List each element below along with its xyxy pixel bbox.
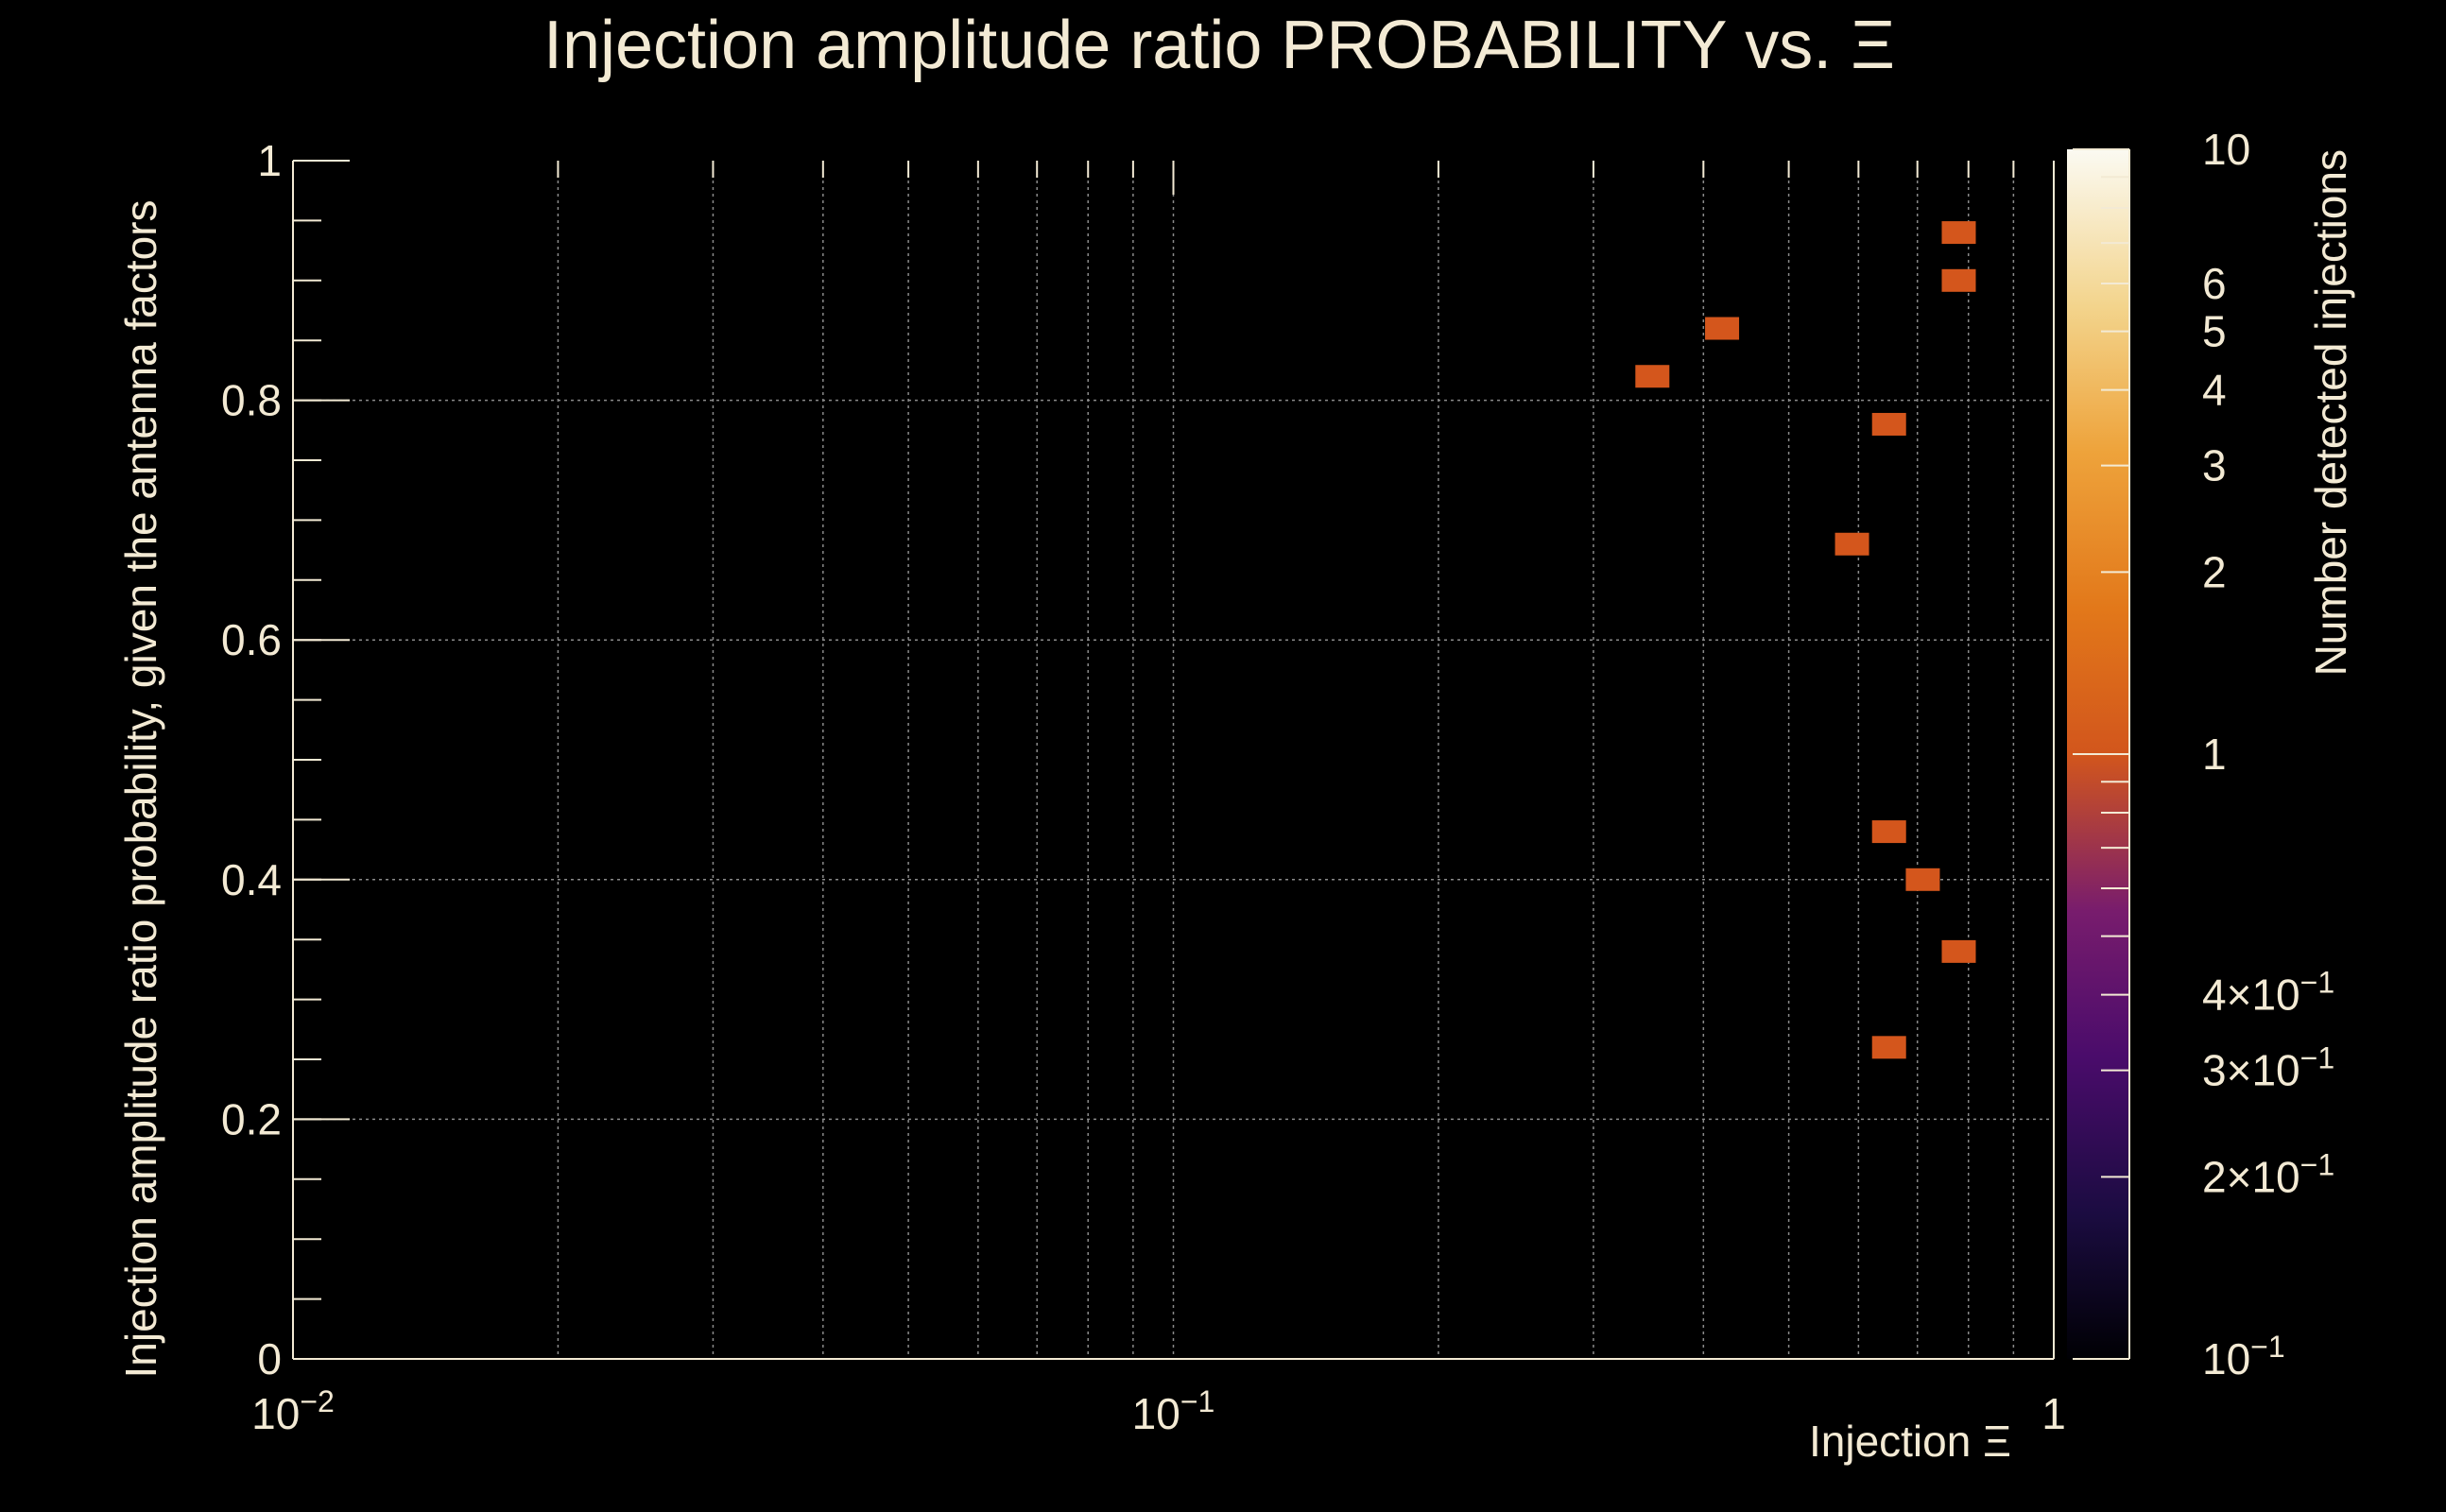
color-scale-tick-label: 4×10−1 [2202, 966, 2334, 1020]
chart-title: Injection amplitude ratio PROBABILITY vs… [543, 8, 1895, 83]
y-tick-label: 0.2 [221, 1094, 282, 1143]
color-scale-ticks: 10 65 4 3 2 1 4×10−1 3×10−1 2×10−1 10−1 [2073, 125, 2334, 1383]
color-scale-tick-label: 10−1 [2202, 1330, 2285, 1383]
color-scale-tick-label: 5 [2202, 307, 2227, 356]
data-cell [1941, 268, 1976, 292]
y-tick-label: 0.6 [221, 615, 282, 664]
data-cell [1834, 532, 1869, 556]
color-scale-label: Number detected injections [2306, 149, 2355, 676]
color-scale-tick-label: 2 [2202, 547, 2227, 596]
x-tick-label: 10−1 [1132, 1384, 1215, 1438]
y-tick-label: 1 [257, 136, 282, 185]
color-scale-tick-label: 1 [2202, 730, 2227, 779]
color-scale-tick-label: 3 [2202, 441, 2227, 490]
color-scale-tick-label: 10 [2202, 125, 2250, 174]
y-tick-label: 0.4 [221, 855, 282, 904]
data-cell [1705, 317, 1740, 340]
x-tick-label: 1 [2041, 1389, 2066, 1438]
data-cell [1635, 365, 1670, 388]
y-axis-label: Injection amplitude ratio probability, g… [116, 199, 165, 1378]
x-tick-label: 10−2 [251, 1384, 335, 1438]
color-scale-tick-label: 6 [2202, 259, 2227, 308]
data-cell [1871, 820, 1906, 844]
color-scale-tick-label: 3×10−1 [2202, 1041, 2334, 1095]
y-tick-label: 0.8 [221, 376, 282, 425]
color-scale-tick-label: 4 [2202, 366, 2227, 415]
data-cells [1635, 221, 1976, 1059]
data-cell [1941, 221, 1976, 245]
x-axis-label: Injection Ξ [1809, 1417, 2011, 1466]
data-cell [1941, 939, 1976, 963]
y-axis-ticks: 0 0.2 0.4 0.6 0.8 1 [221, 136, 282, 1383]
y-tick-label: 0 [257, 1334, 282, 1383]
grid-lines [293, 161, 2054, 1359]
color-scale-tick-label: 2×10−1 [2202, 1147, 2334, 1201]
data-cell [1905, 868, 1940, 891]
x-axis-ticks: 10−2 10−1 1 [251, 1384, 2066, 1438]
data-cell [1871, 1036, 1906, 1059]
data-cell [1871, 412, 1906, 436]
plot-frame [292, 160, 2055, 1360]
